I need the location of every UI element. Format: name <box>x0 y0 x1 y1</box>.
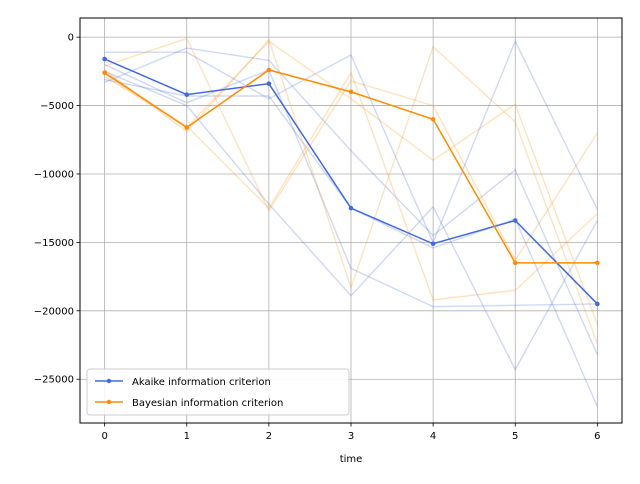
series-0-point <box>512 218 518 223</box>
legend-marker-aic <box>106 378 112 384</box>
legend-label-bic: Bayesian information criterion <box>132 398 283 409</box>
y-axis: 0 −5000 −10000 −15000 −20000 −25000 <box>34 33 80 386</box>
series-1-point <box>512 260 518 266</box>
series-1-point <box>102 70 107 76</box>
background-series-line-3 <box>104 63 598 308</box>
legend-frame <box>86 368 350 416</box>
y-tick-label: −10000 <box>34 169 74 180</box>
series-1-point <box>595 260 600 266</box>
legend: Akaike information criterion Bayesian in… <box>86 368 350 416</box>
y-tick-label: −5000 <box>40 101 74 112</box>
series-1-point <box>430 116 436 122</box>
background-series-line-2 <box>104 70 598 372</box>
x-tick-label: 5 <box>512 431 518 442</box>
x-tick-label: 1 <box>184 431 190 442</box>
x-tick-label: 3 <box>348 431 354 442</box>
y-tick-label: −25000 <box>34 375 74 386</box>
legend-label-aic: Akaike information criterion <box>132 377 271 388</box>
x-tick-label: 0 <box>101 431 107 442</box>
legend-marker-bic <box>106 399 112 405</box>
main-series <box>102 56 600 307</box>
background-series-line-6 <box>104 38 599 344</box>
series-0-point <box>430 241 436 247</box>
series-1-point <box>184 125 190 130</box>
y-tick-label: −20000 <box>34 306 74 317</box>
series-0-point <box>102 56 107 62</box>
x-axis-label: time <box>340 454 363 465</box>
series-0-point <box>266 81 272 86</box>
series-1-point <box>266 67 272 73</box>
x-tick-label: 6 <box>594 431 600 442</box>
y-tick-label: −15000 <box>34 238 74 249</box>
series-0-point <box>348 205 354 211</box>
background-series-line-5 <box>104 37 598 262</box>
series-0-point <box>595 301 600 307</box>
x-axis: 0 1 2 3 4 5 6 <box>101 423 601 442</box>
series-0-point <box>184 92 190 97</box>
x-tick-label: 4 <box>430 431 436 442</box>
background-series-line-1 <box>104 47 599 355</box>
background-series-line-0 <box>104 39 598 245</box>
y-tick-label: 0 <box>68 33 74 44</box>
series-1-point <box>348 89 354 95</box>
x-tick-label: 2 <box>266 431 272 442</box>
